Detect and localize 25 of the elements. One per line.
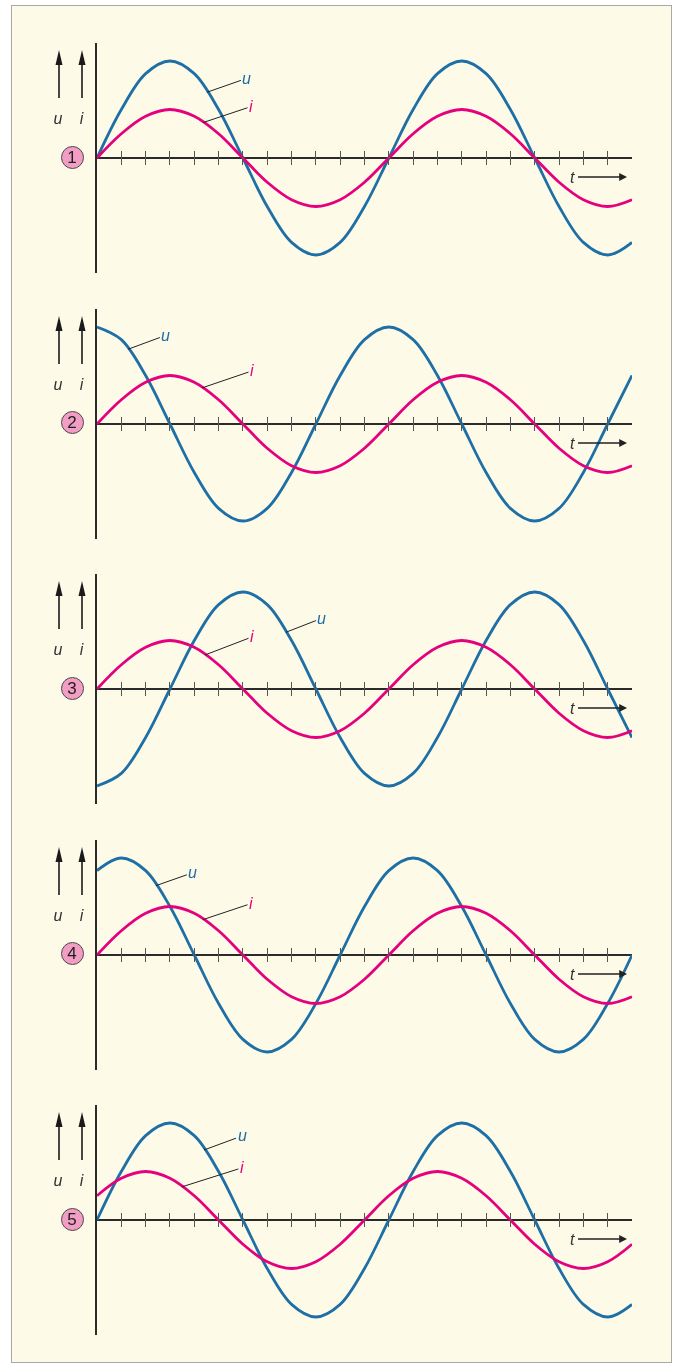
- text: 4: [67, 944, 77, 963]
- y-axis-title: u i: [53, 375, 84, 393]
- series-label: u: [161, 326, 170, 344]
- series-label: u: [242, 70, 251, 87]
- text: i: [249, 98, 253, 115]
- x-axis-title: t: [570, 700, 575, 717]
- text: i: [250, 628, 254, 645]
- y-axis-title: u i: [53, 1172, 84, 1189]
- text: 1: [67, 147, 77, 167]
- text: 5: [67, 1209, 77, 1229]
- text: 2: [67, 413, 77, 432]
- y-axis-title: u i: [53, 110, 84, 127]
- x-axis-title: t: [570, 1231, 575, 1248]
- text: i: [250, 361, 254, 379]
- series-label: u: [238, 1127, 247, 1144]
- y-axis-title: u i: [53, 641, 84, 658]
- y-axis-title: u i: [53, 906, 84, 924]
- text: i: [240, 1159, 244, 1176]
- x-axis-title: t: [570, 434, 575, 452]
- x-axis-title: t: [570, 169, 575, 186]
- series-label: u: [317, 610, 326, 627]
- x-axis-title: t: [570, 965, 575, 983]
- text: i: [249, 894, 253, 912]
- text: 3: [67, 678, 77, 698]
- series-label: u: [188, 863, 197, 881]
